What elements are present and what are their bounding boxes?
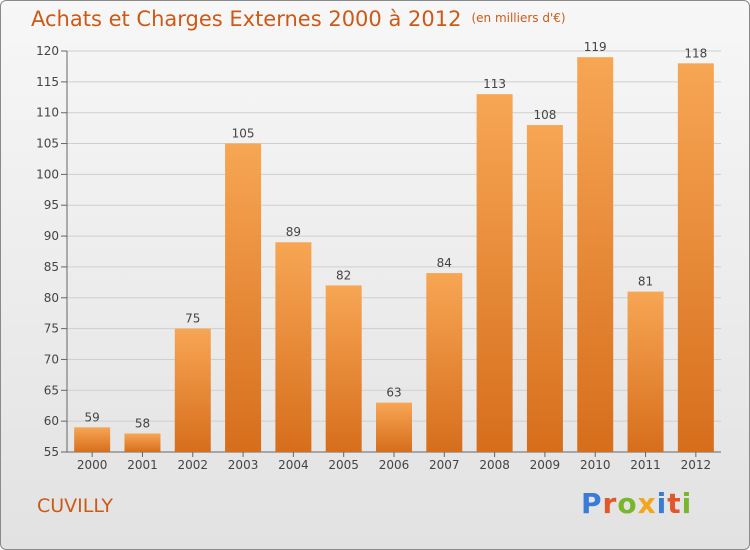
bar[interactable] <box>677 63 714 452</box>
x-tick-label: 2012 <box>681 458 712 472</box>
y-tick-label: 70 <box>44 352 59 366</box>
x-tick-label: 2010 <box>580 458 611 472</box>
x-tick-label: 2003 <box>228 458 259 472</box>
chart-title: Achats et Charges Externes 2000 à 2012 (e… <box>31 7 566 31</box>
brand-letter: i <box>656 487 668 520</box>
y-tick-label: 75 <box>44 322 59 336</box>
bar-value-label: 59 <box>85 410 100 424</box>
bar[interactable] <box>74 427 111 452</box>
bar[interactable] <box>174 328 211 452</box>
bar[interactable] <box>476 94 513 452</box>
brand-logo[interactable]: Proxiti <box>581 487 692 520</box>
city-name: CUVILLY <box>37 495 114 517</box>
y-tick-label: 110 <box>36 106 59 120</box>
y-tick-label: 60 <box>44 414 59 428</box>
y-tick-label: 80 <box>44 291 59 305</box>
x-tick-labels: 2000 2001 2002 2003 2004 2005 2006 2007 2008 2009… <box>77 452 711 472</box>
y-tick-label: 115 <box>36 75 59 89</box>
bar[interactable] <box>225 143 262 453</box>
x-tick-label: 2000 <box>77 458 108 472</box>
y-tick-label: 55 <box>44 445 59 459</box>
bar[interactable] <box>376 402 412 452</box>
bar[interactable] <box>627 291 664 452</box>
brand-letter: t <box>667 487 682 520</box>
brand-letter: o <box>617 487 638 520</box>
bar[interactable] <box>325 285 362 452</box>
bar[interactable] <box>275 242 312 452</box>
x-tick-label: 2005 <box>328 458 359 472</box>
bar-value-label: 82 <box>336 268 351 282</box>
bar[interactable] <box>526 125 563 453</box>
y-tick-label: 95 <box>44 198 59 212</box>
bar-value-label: 84 <box>437 256 452 270</box>
brand-letter: r <box>602 487 618 520</box>
brand-letter: x <box>637 487 657 520</box>
bar-value-label: 118 <box>684 46 707 60</box>
y-tick-label: 120 <box>36 44 59 58</box>
bar-value-label: 75 <box>185 312 200 326</box>
brand-letter: P <box>581 487 603 520</box>
y-tick-labels: 55 60 65 70 75 80 85 90 95 100 105 110 115 120 <box>36 44 59 459</box>
brand-letter: i <box>681 487 693 520</box>
y-tick-label: 85 <box>44 260 59 274</box>
bar[interactable] <box>426 273 463 452</box>
x-tick-label: 2011 <box>630 458 661 472</box>
chart-unit: (en milliers d'€) <box>471 11 566 25</box>
x-tick-label: 2001 <box>127 458 158 472</box>
y-tick-label: 65 <box>44 383 59 397</box>
x-tick-label: 2004 <box>278 458 309 472</box>
chart-title-text: Achats et Charges Externes 2000 à 2012 <box>31 7 462 31</box>
data-labels: 59 58 75 105 89 82 63 84 113 108 119 81 118 <box>85 40 708 430</box>
y-tick-label: 90 <box>44 229 59 243</box>
bar-value-label: 105 <box>232 127 255 141</box>
x-tick-label: 2009 <box>530 458 561 472</box>
bar[interactable] <box>577 57 614 453</box>
y-tick-label: 100 <box>36 167 59 181</box>
bar-value-label: 58 <box>135 416 150 430</box>
bar-value-label: 108 <box>533 108 556 122</box>
bar-value-label: 63 <box>386 386 401 400</box>
x-tick-label: 2007 <box>429 458 460 472</box>
x-tick-label: 2008 <box>479 458 510 472</box>
bar-value-label: 89 <box>286 225 301 239</box>
x-tick-label: 2006 <box>379 458 410 472</box>
bar-value-label: 113 <box>483 77 506 91</box>
bars <box>74 57 714 453</box>
bar-value-label: 81 <box>638 275 653 289</box>
y-tick-label: 105 <box>36 137 59 151</box>
bar-value-label: 119 <box>584 40 607 54</box>
bar[interactable] <box>124 433 161 452</box>
x-tick-label: 2002 <box>177 458 208 472</box>
